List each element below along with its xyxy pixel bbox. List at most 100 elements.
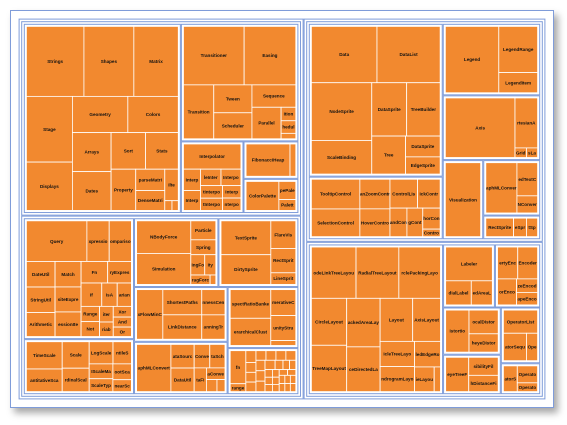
treemap-cell-sum[interactable]	[289, 374, 297, 384]
treemap-cell-axislabel[interactable]	[526, 147, 539, 158]
treemap-cell-icontrol[interactable]	[422, 228, 441, 238]
treemap-cell-spanningtree[interactable]	[201, 314, 226, 340]
treemap-cell-graphmlconverter[interactable]	[136, 344, 172, 393]
treemap-cell-gte[interactable]	[245, 362, 257, 373]
treemap-cell-neq[interactable]	[275, 350, 287, 361]
treemap-cell-dates[interactable]	[72, 171, 112, 211]
treemap-cell-gt[interactable]	[255, 350, 267, 361]
treemap-cell-palette[interactable]	[278, 199, 297, 211]
treemap-cell-distinct[interactable]	[278, 374, 286, 384]
treemap-cell-timescale[interactable]	[25, 341, 63, 370]
treemap-cell-max[interactable]	[278, 383, 286, 393]
treemap-cell-radiallabeler[interactable]	[445, 280, 472, 306]
treemap-cell-graphdistancefilter[interactable]	[468, 374, 499, 393]
treemap-cell-flarevis[interactable]	[270, 220, 297, 249]
treemap-cell-sub[interactable]	[265, 350, 277, 361]
treemap-cell-geometry[interactable]	[72, 95, 129, 134]
treemap-cell-tree[interactable]	[371, 135, 406, 175]
treemap-cell-sortoperator[interactable]	[526, 332, 539, 362]
treemap-cell-maxflowmincut[interactable]	[136, 289, 164, 340]
treemap-cell-transitioner[interactable]	[183, 25, 245, 86]
treemap-cell-agglomerativecluster[interactable]	[270, 289, 297, 316]
treemap-cell-or[interactable]	[272, 369, 280, 378]
treemap-cell-not[interactable]	[282, 359, 290, 371]
treemap-cell-icicletreelayout[interactable]	[379, 340, 415, 367]
treemap-cell-ioperator[interactable]	[516, 382, 539, 393]
treemap-cell-mergeedge[interactable]	[270, 340, 297, 346]
treemap-cell-average[interactable]	[289, 383, 297, 392]
treemap-cell-stddev[interactable]	[289, 359, 297, 371]
treemap-cell-iforce[interactable]	[209, 274, 217, 285]
treemap-cell-ievaluable[interactable]	[171, 200, 179, 211]
treemap-cell-datalist[interactable]	[376, 25, 441, 84]
treemap-cell-pause[interactable]	[280, 132, 297, 140]
treemap-cell-eq[interactable]	[255, 370, 266, 382]
treemap-cell-bundlededgerouter[interactable]	[414, 340, 441, 368]
treemap-cell-variance[interactable]	[264, 376, 273, 385]
treemap-cell-datatable[interactable]	[206, 379, 218, 393]
treemap-cell-interpolator[interactable]	[183, 143, 242, 170]
treemap-cell-iff[interactable]	[245, 350, 257, 363]
treemap-cell-tween[interactable]	[213, 84, 253, 114]
treemap-cell-displays[interactable]	[25, 161, 73, 211]
treemap-cell-axislayout[interactable]	[412, 297, 441, 342]
treemap-cell-jsonconverter[interactable]	[516, 195, 538, 214]
treemap-cell-visualization[interactable]	[444, 162, 482, 238]
treemap-cell-colors[interactable]	[127, 95, 179, 134]
treemap-cell-datasprite[interactable]	[371, 82, 408, 137]
treemap-cell-linkdistance[interactable]	[162, 314, 203, 340]
treemap-cell-arrays[interactable]	[72, 132, 112, 173]
treemap-cell-axis[interactable]	[444, 97, 516, 158]
treemap-cell-circlelayout[interactable]	[310, 297, 348, 346]
treemap-cell-linearscale[interactable]	[112, 379, 132, 392]
treemap-cell-strings[interactable]	[25, 25, 85, 97]
treemap-cell-count[interactable]	[284, 383, 291, 392]
treemap-cell-graphmlconverter[interactable]	[485, 162, 518, 214]
treemap-cell-shapes[interactable]	[83, 25, 135, 97]
treemap-cell-and[interactable]	[264, 384, 273, 393]
treemap-cell-stringutil[interactable]	[25, 286, 56, 313]
treemap-cell-query[interactable]	[25, 220, 88, 262]
treemap-cell-orderby[interactable]	[272, 376, 280, 385]
treemap-cell-simulation[interactable]	[136, 253, 192, 285]
treemap-cell-legendrange[interactable]	[498, 25, 538, 73]
treemap-cell-legenditem[interactable]	[498, 72, 538, 94]
treemap-cell-linesprite[interactable]	[270, 272, 297, 285]
treemap-cell-dateinterpolator[interactable]	[222, 197, 242, 211]
treemap-cell-isa[interactable]	[274, 359, 284, 371]
treemap-cell-heapnode[interactable]	[289, 143, 297, 177]
treemap-cell-dataset[interactable]	[216, 379, 226, 393]
treemap-cell-dendrogramlayout[interactable]	[379, 366, 415, 392]
treemap-cell-stackedarealabeler[interactable]	[470, 280, 493, 306]
treemap-cell-min[interactable]	[284, 374, 291, 384]
treemap-cell-add[interactable]	[255, 380, 266, 392]
treemap-cell-div[interactable]	[255, 359, 266, 372]
treemap-cell-data[interactable]	[310, 25, 378, 84]
treemap-cell-match[interactable]	[54, 261, 82, 288]
treemap-cell-mod[interactable]	[264, 359, 276, 371]
treemap-cell-property[interactable]	[110, 168, 137, 211]
treemap-cell-update[interactable]	[272, 383, 280, 393]
treemap-cell-lt[interactable]	[285, 350, 297, 361]
treemap-cell-expressioniterator[interactable]	[54, 311, 82, 337]
treemap-cell-colorpalette[interactable]	[245, 181, 280, 211]
treemap-cell-nbodyforce[interactable]	[136, 220, 192, 254]
treemap-cell-lte[interactable]	[245, 371, 257, 383]
treemap-cell-mul[interactable]	[245, 381, 257, 393]
treemap-cell-sort[interactable]	[110, 132, 146, 170]
treemap-cell-randomlayout[interactable]	[433, 366, 441, 392]
treemap-cell-legend[interactable]	[444, 25, 500, 94]
treemap-cell-select[interactable]	[287, 369, 297, 376]
treemap-cell-ipredicate[interactable]	[164, 200, 173, 211]
treemap-cell-scheduler[interactable]	[213, 112, 253, 140]
treemap-cell-fisheyedistortion[interactable]	[468, 333, 499, 353]
treemap-cell-edgesprite[interactable]	[405, 156, 441, 175]
treemap-cell-scalebinding[interactable]	[310, 140, 373, 175]
treemap-cell-textsprite[interactable]	[526, 217, 539, 238]
treemap-cell-stage[interactable]	[25, 95, 73, 163]
treemap-cell-or[interactable]	[112, 326, 132, 337]
treemap-cell-nodelinktreelayout[interactable]	[310, 246, 357, 299]
treemap-cell-selectioncontrol[interactable]	[310, 208, 361, 238]
treemap-cell-easing[interactable]	[243, 25, 297, 86]
treemap-cell-shapeencoder[interactable]	[516, 292, 538, 306]
